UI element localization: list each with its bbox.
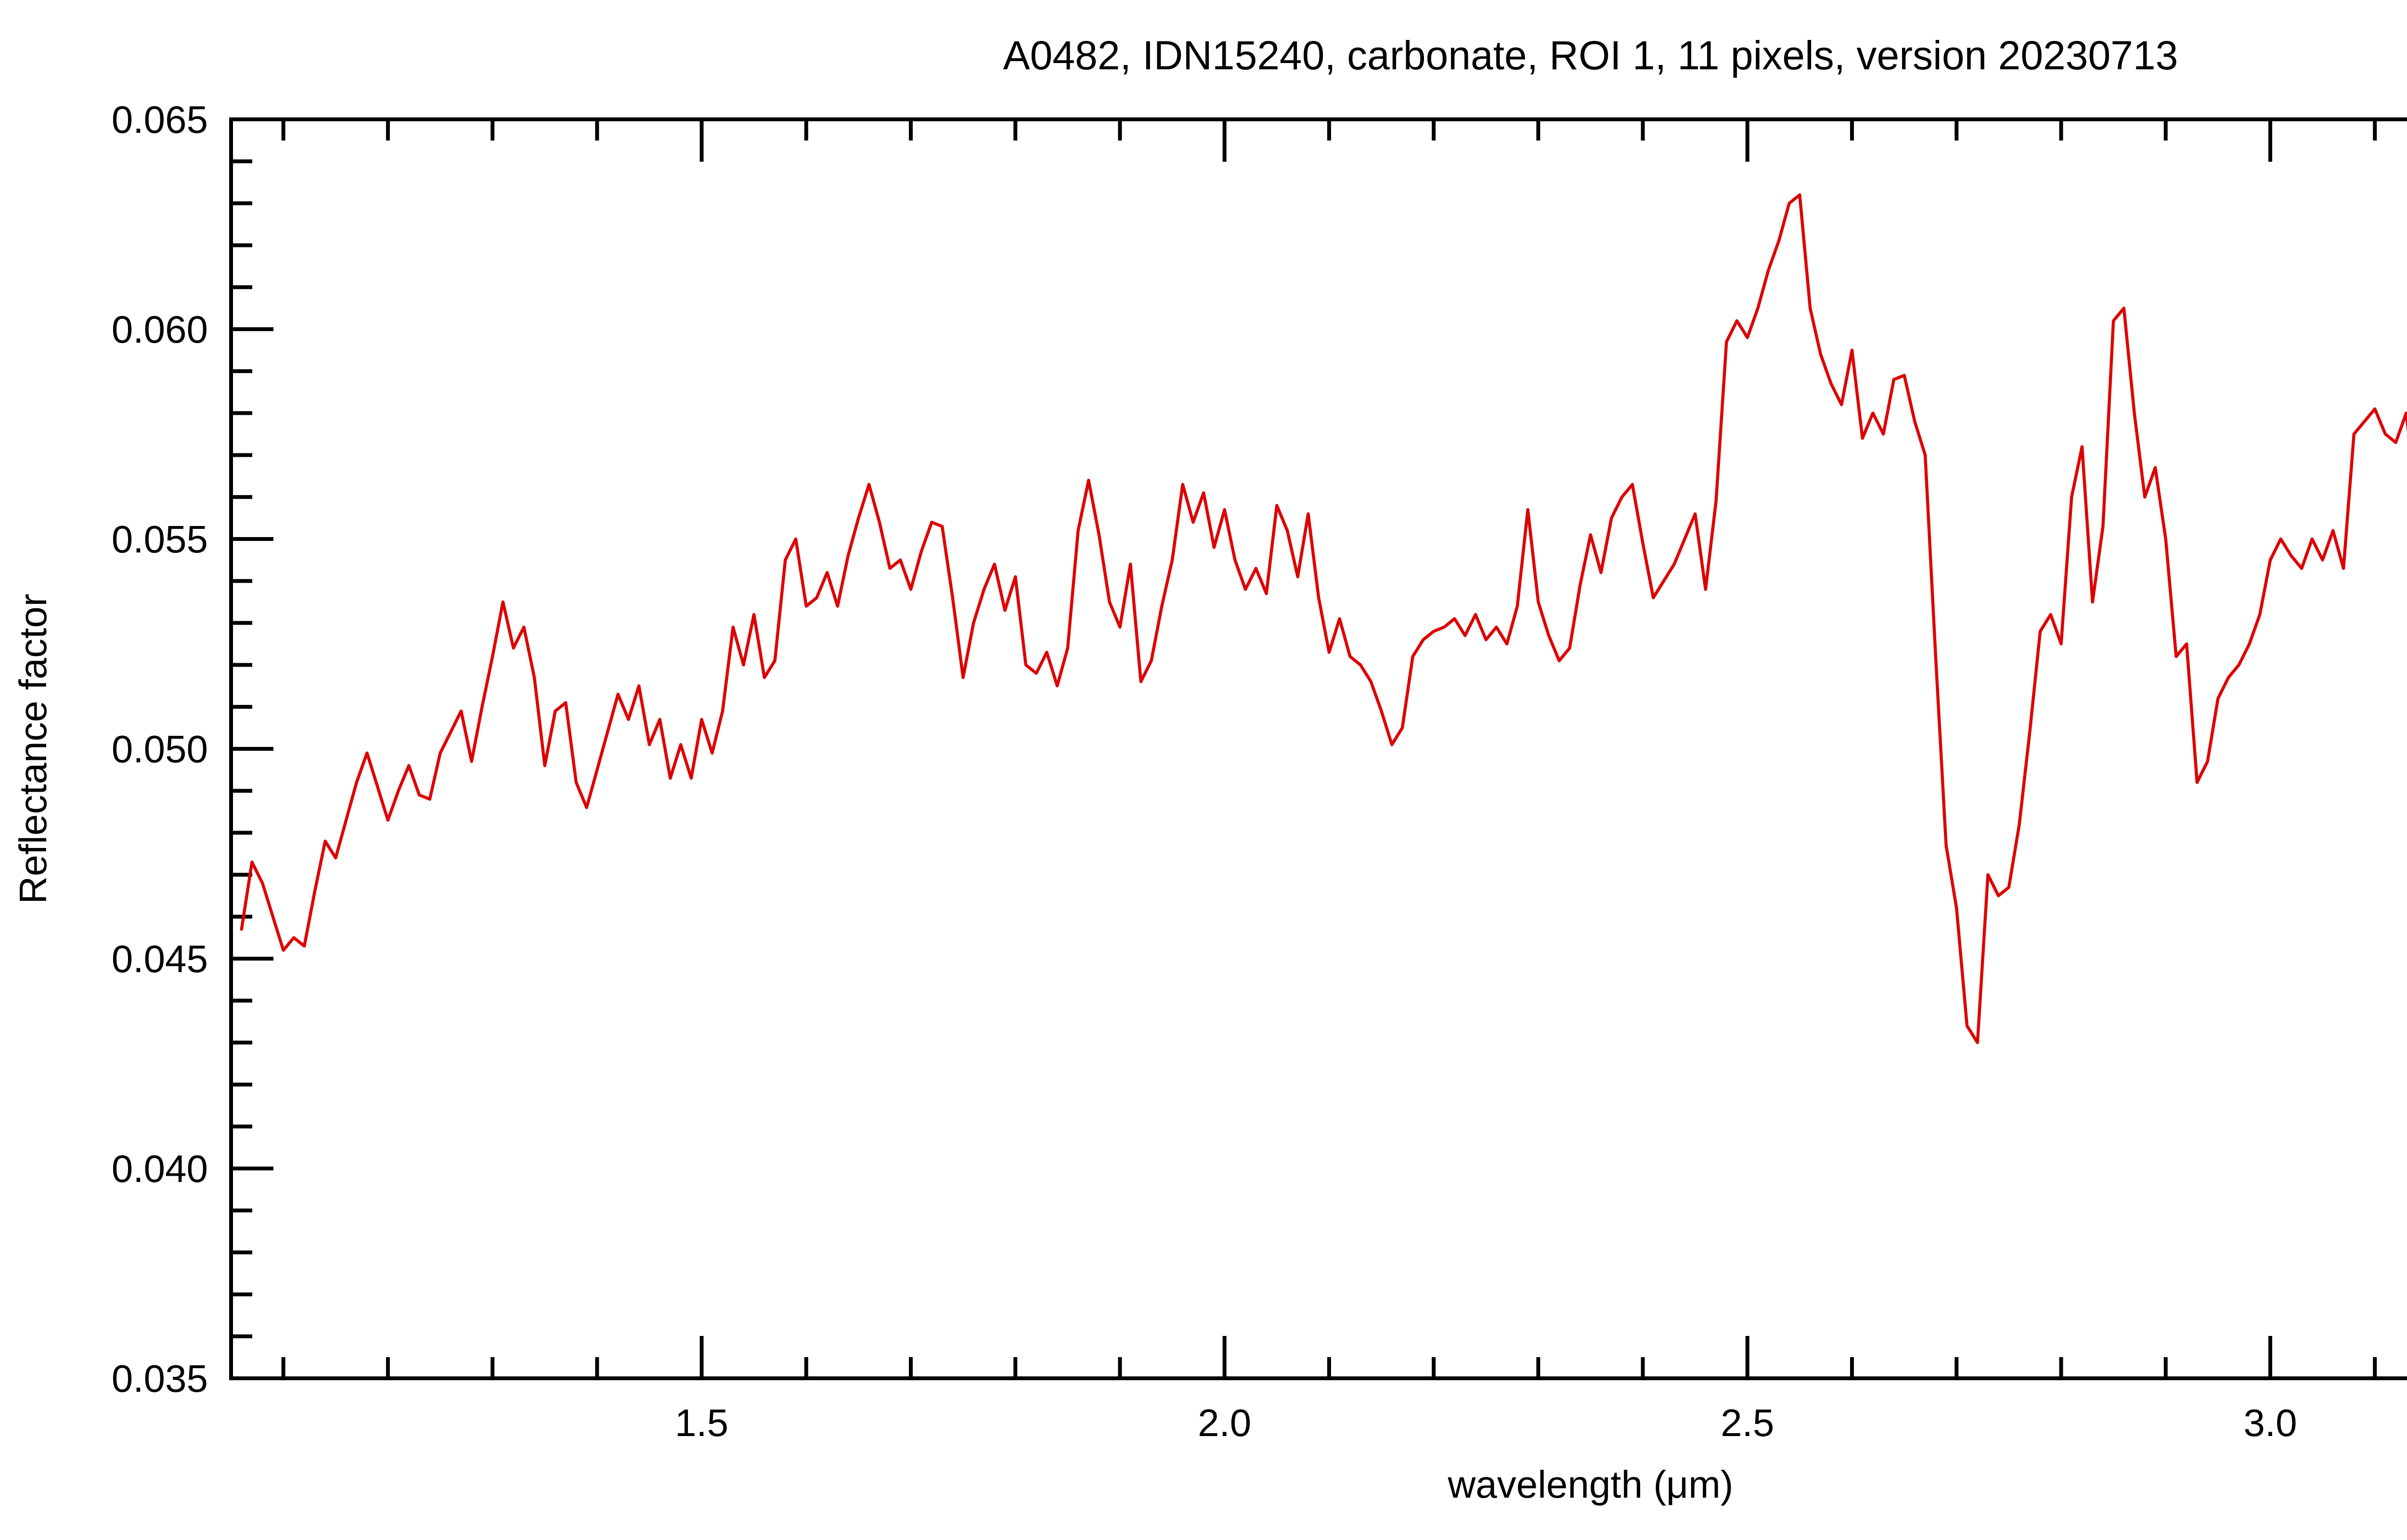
y-tick-label: 0.045 [112,937,208,980]
x-tick-label: 3.0 [2243,1401,2297,1444]
tick-labels: 1.52.02.53.03.50.0350.0400.0450.0500.055… [112,98,2297,1444]
x-axis-label: wavelength (μm) [1448,1463,1734,1506]
y-tick-label: 0.060 [112,308,208,351]
y-tick-label: 0.040 [112,1147,208,1190]
y-tick-label: 0.050 [112,728,208,770]
y-axis-label: Reflectance factor [12,594,54,904]
axis-ticks [231,117,2377,1380]
plot-frame [229,117,2407,1380]
spectrum-line [240,193,2407,1044]
chart-title: A0482, IDN15240, carbonate, ROI 1, 11 pi… [1003,33,2178,78]
y-tick-label: 0.035 [112,1357,208,1400]
y-tick-label: 0.055 [112,518,208,561]
y-tick-label: 0.065 [112,98,208,141]
x-tick-label: 1.5 [675,1401,728,1444]
x-tick-label: 2.5 [1721,1401,1774,1444]
x-tick-label: 2.0 [1198,1401,1251,1444]
